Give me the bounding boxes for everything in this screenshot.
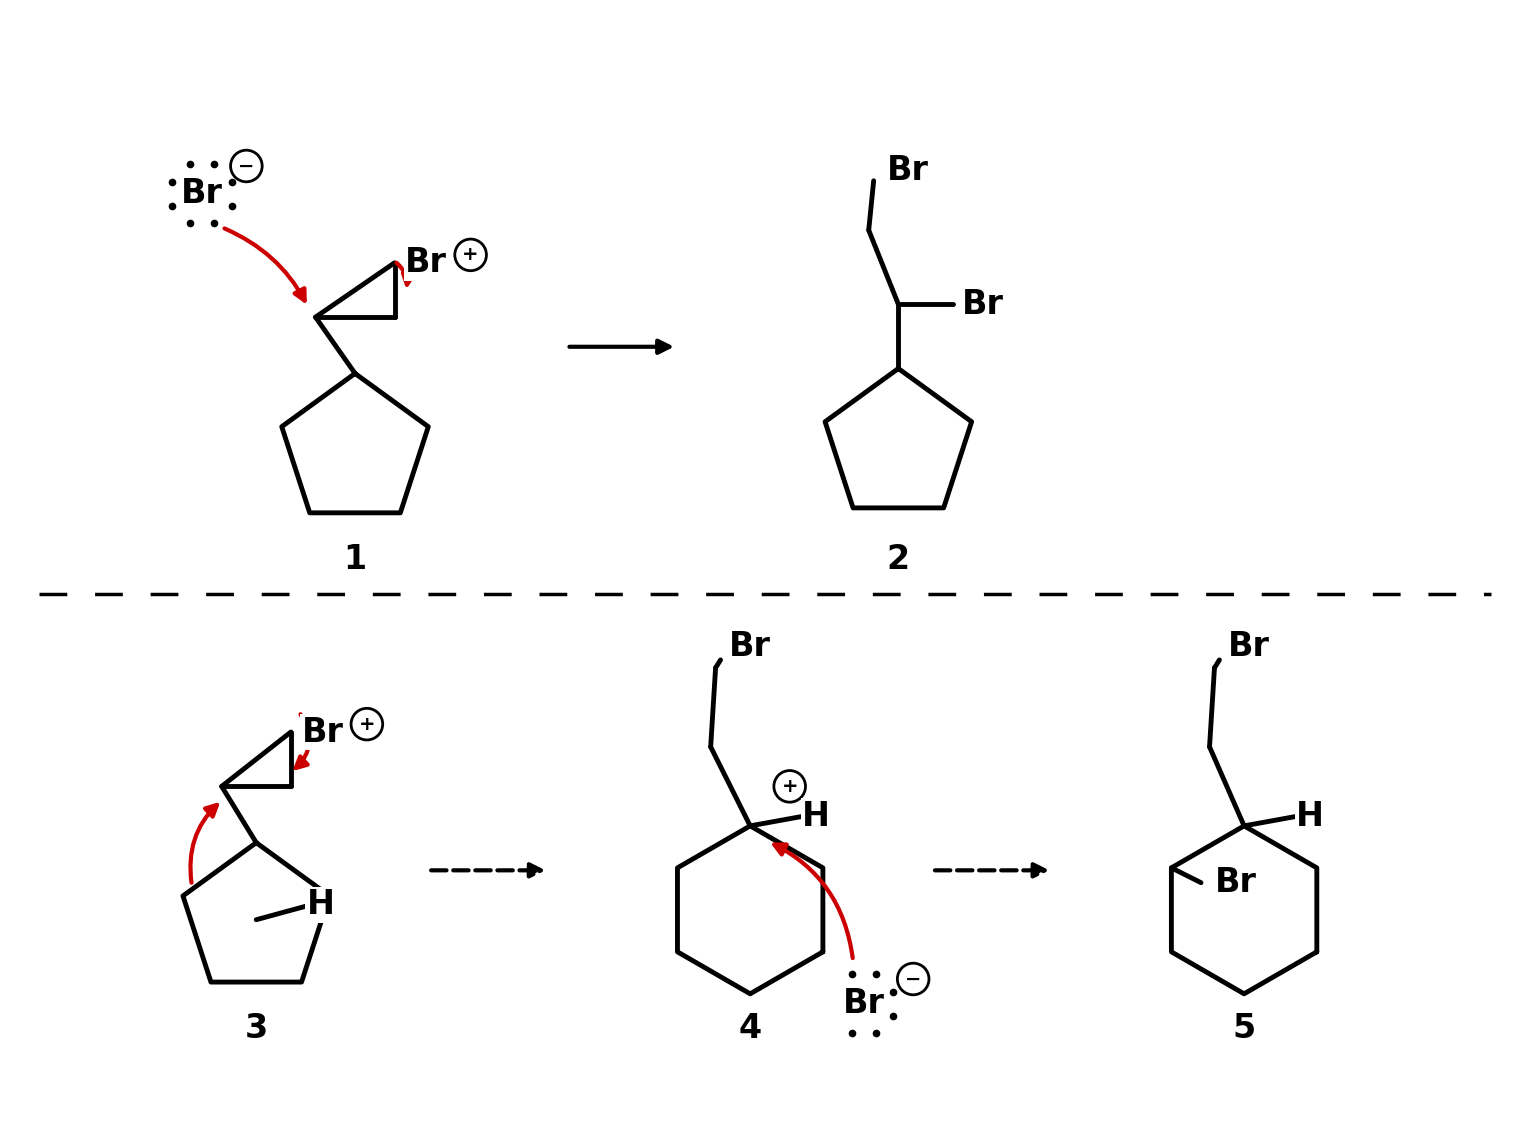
Text: H: H [803,800,830,833]
Text: 1: 1 [344,542,367,575]
Text: Br: Br [180,177,223,210]
Text: +: + [462,246,479,264]
Text: Br: Br [405,246,446,279]
Text: Br: Br [729,629,771,662]
Text: Br: Br [887,154,930,188]
Text: Br: Br [1228,629,1271,662]
Text: 4: 4 [739,1012,761,1044]
Text: −: − [239,157,254,175]
Text: +: + [781,777,798,796]
Text: −: − [905,969,922,988]
Text: 3: 3 [245,1012,268,1044]
Text: 5: 5 [1232,1012,1255,1044]
Text: +: + [359,715,375,733]
Text: 2: 2 [887,542,910,575]
Text: H: H [306,889,335,921]
Text: H: H [1297,800,1324,833]
Text: Br: Br [842,987,885,1020]
Text: Br: Br [301,715,344,748]
Text: Br: Br [962,288,1003,320]
Text: Br: Br [1214,866,1257,899]
